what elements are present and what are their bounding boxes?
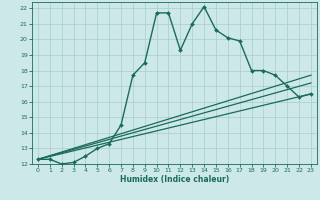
X-axis label: Humidex (Indice chaleur): Humidex (Indice chaleur) bbox=[120, 175, 229, 184]
